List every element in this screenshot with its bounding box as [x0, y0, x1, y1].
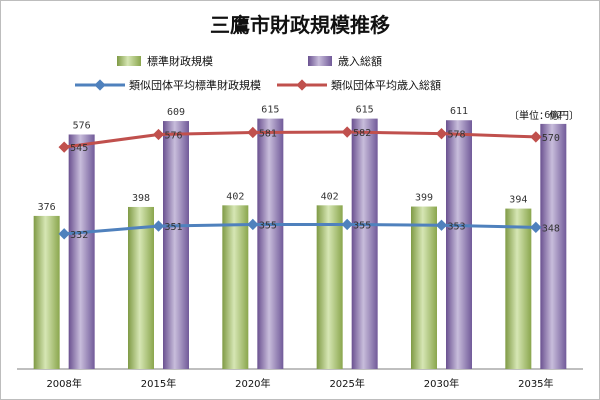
x-tick-label-1: 2015年 — [141, 377, 176, 390]
legend-label-avg-revenue: 類似団体平均歳入総額 — [331, 78, 441, 92]
unit-label: 〔単位：億円〕 — [509, 109, 579, 122]
bar-revenue-4 — [446, 120, 472, 369]
label-standard-4: 399 — [415, 193, 433, 204]
legend-label-revenue: 歳入総額 — [338, 54, 382, 68]
line-avg-revenue-marker-2 — [247, 126, 259, 139]
label-revenue-5: 602 — [544, 110, 562, 121]
label-standard-0: 376 — [38, 202, 56, 213]
line-avg-revenue-marker-0 — [58, 141, 70, 153]
label-revenue-1: 609 — [167, 107, 185, 118]
line-avg-revenue-marker-1 — [152, 128, 165, 141]
line-avg-revenue-marker-3 — [341, 126, 353, 138]
label-revenue-0: 576 — [73, 120, 91, 131]
label-standard-1: 398 — [132, 193, 150, 204]
bar-revenue-1 — [163, 121, 189, 369]
legend-swatch-revenue — [308, 56, 332, 66]
legend-label-standard: 標準財政規模 — [147, 54, 213, 68]
line-avg-revenue-label-4: 578 — [448, 130, 466, 141]
line-avg-standard-label-1: 351 — [165, 222, 183, 233]
legend-marker-avg-revenue — [296, 79, 308, 91]
bar-standard-2 — [222, 205, 249, 369]
bar-revenue-2 — [257, 118, 284, 369]
x-tick-label-4: 2030年 — [424, 377, 459, 390]
legend: 標準財政規模 歳入総額 類似団体平均標準財政規模 類似団体平均歳入総額 — [75, 54, 441, 92]
label-revenue-2: 615 — [261, 105, 279, 116]
line-avg-standard-marker-1 — [152, 220, 165, 232]
line-avg-revenue-label-1: 576 — [165, 130, 183, 141]
legend-label-avg-standard: 類似団体平均標準財政規模 — [129, 78, 261, 92]
x-tick-label-2: 2020年 — [235, 377, 270, 390]
bar-standard-1 — [128, 206, 154, 369]
line-avg-revenue — [63, 130, 536, 149]
line-avg-revenue-label-3: 582 — [353, 128, 371, 139]
label-standard-5: 394 — [509, 195, 527, 206]
legend-marker-avg-standard — [94, 79, 106, 91]
line-avg-standard-marker-5 — [530, 221, 542, 233]
bar-revenue-3 — [351, 118, 378, 369]
x-ticks: 2008年 2015年 2020年 2025年 2030年 2035年 — [46, 377, 553, 390]
line-avg-standard-marker-3 — [341, 218, 353, 231]
label-revenue-3: 615 — [356, 105, 374, 116]
line-avg-revenue-label-2: 581 — [259, 128, 277, 139]
line-avg-revenue-label-5: 570 — [542, 133, 560, 144]
line-avg-revenue-marker-5 — [530, 131, 542, 143]
x-tick-label-5: 2035年 — [518, 377, 553, 390]
line-avg-standard-label-2: 355 — [259, 220, 277, 231]
line-avg-standard-label-4: 353 — [448, 221, 466, 232]
bar-revenue-0 — [68, 134, 95, 369]
label-standard-3: 402 — [321, 191, 339, 202]
bar-revenue-5 — [540, 123, 567, 370]
label-revenue-4: 611 — [450, 106, 468, 117]
bar-standard-5 — [505, 208, 532, 369]
line-avg-standard-marker-0 — [58, 228, 70, 240]
bar-standard-3 — [316, 205, 343, 369]
line-avg-revenue-marker-4 — [435, 128, 448, 140]
legend-swatch-standard — [117, 56, 141, 66]
chart-title: 三鷹市財政規模推移 — [210, 13, 390, 37]
line-avg-standard-marker-4 — [435, 219, 448, 231]
x-tick-label-3: 2025年 — [329, 377, 364, 390]
x-tick-label-0: 2008年 — [46, 377, 81, 390]
line-avg-standard-label-0: 332 — [70, 230, 88, 241]
bar-standard-0 — [33, 215, 60, 369]
line-avg-standard-label-3: 355 — [353, 220, 371, 231]
bar-standard-4 — [411, 206, 437, 369]
labels-layer: 376 576 398 609 402 615 402 615 399 611 394 602 332 3… — [38, 105, 563, 241]
line-avg-standard-label-5: 348 — [542, 223, 560, 234]
label-standard-2: 402 — [226, 191, 244, 202]
bars-layer — [33, 118, 567, 370]
line-avg-standard — [64, 222, 536, 236]
line-avg-revenue-label-0: 545 — [70, 143, 88, 154]
line-avg-standard-marker-2 — [247, 218, 259, 231]
